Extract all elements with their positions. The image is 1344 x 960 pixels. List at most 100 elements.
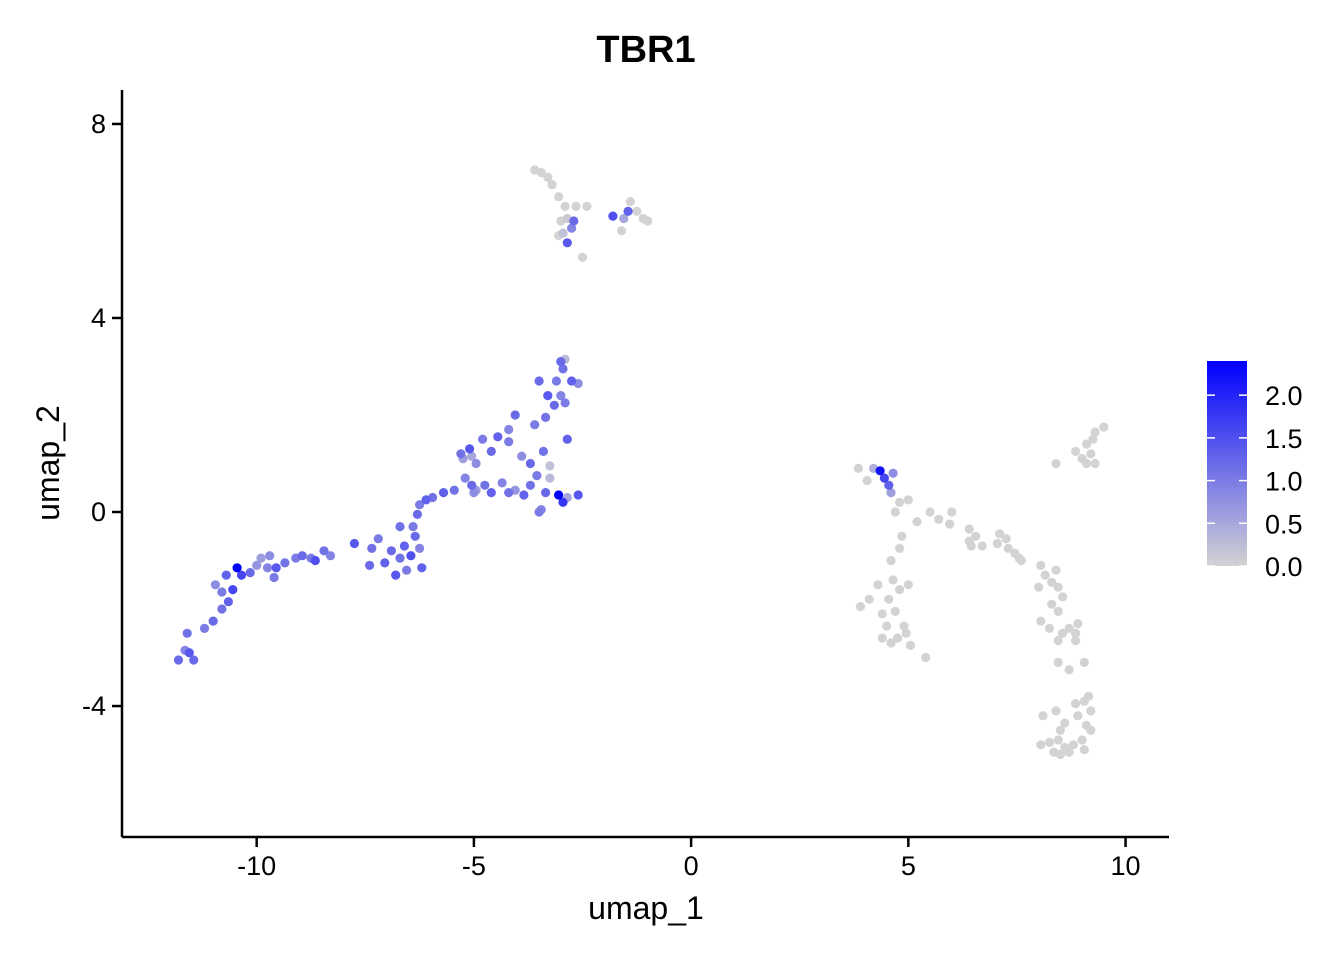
scatter-point — [1053, 657, 1063, 668]
scatter-point — [1079, 657, 1089, 668]
scatter-point — [269, 572, 279, 583]
x-tick-label: -10 — [237, 851, 276, 881]
scatter-point — [543, 172, 553, 182]
scatter-point — [1036, 616, 1046, 626]
scatter-point — [1099, 422, 1109, 432]
scatter-point — [567, 223, 577, 233]
y-tick-label: 0 — [91, 497, 106, 527]
legend-tick-label: 1.5 — [1265, 424, 1303, 454]
scatter-point — [556, 391, 566, 401]
x-axis-ticks: -10 -5 0 5 10 — [237, 837, 1141, 881]
scatter-point — [1077, 735, 1087, 745]
scatter-point — [549, 400, 559, 410]
scatter-point — [903, 580, 913, 590]
scatter-point — [1003, 543, 1013, 554]
scatter-point — [1086, 449, 1096, 459]
scatter-point — [1071, 446, 1081, 456]
scatter-point — [964, 524, 974, 534]
x-tick-label: 10 — [1111, 851, 1141, 881]
scatter-point — [1053, 635, 1063, 646]
scatter-point — [408, 522, 418, 532]
scatter-point — [912, 517, 922, 527]
legend-tick-label: 0.0 — [1265, 552, 1303, 582]
scatter-point — [971, 531, 981, 541]
scatter-point — [402, 565, 412, 575]
scatter-point — [569, 216, 579, 226]
scatter-point — [977, 541, 987, 551]
scatter-point — [245, 568, 255, 578]
scatter-point — [1044, 623, 1055, 634]
scatter-point — [1079, 696, 1089, 706]
scatter-point — [182, 628, 192, 638]
scatter-point — [373, 534, 383, 544]
scatter-point — [1073, 619, 1083, 629]
scatter-point — [625, 197, 635, 207]
scatter-point — [567, 376, 577, 386]
scatter-point — [1047, 577, 1057, 587]
scatter-point — [189, 655, 199, 665]
scatter-point — [319, 546, 329, 556]
scatter-point — [558, 228, 568, 238]
scatter-point — [530, 420, 540, 430]
scatter-point — [1047, 599, 1057, 609]
scatter-point — [1060, 718, 1070, 728]
scatter-point — [232, 563, 242, 573]
scatter-point — [623, 206, 633, 216]
scatter-point — [449, 485, 459, 495]
scatter-point — [1055, 725, 1065, 735]
scatter-point — [325, 551, 336, 561]
scatter-point — [1051, 565, 1061, 575]
scatter-point — [410, 531, 420, 541]
scatter-point — [945, 519, 955, 529]
scatter-point — [173, 655, 184, 665]
scatter-point — [525, 458, 536, 469]
scatter-point — [532, 471, 542, 481]
scatter-point — [184, 648, 194, 658]
scatter-point — [895, 585, 905, 595]
scatter-point — [417, 563, 427, 573]
scatter-point — [367, 543, 377, 554]
scatter-point — [853, 463, 864, 473]
scatter-point — [882, 621, 892, 631]
scatter-point — [395, 553, 405, 563]
scatter-point — [562, 238, 572, 248]
scatter-point — [632, 206, 642, 216]
scatter-point — [504, 424, 514, 435]
scatter-point — [886, 555, 896, 566]
scatter-point — [551, 376, 562, 386]
scatter-point — [864, 594, 874, 604]
scatter-point — [1051, 706, 1061, 716]
scatter-point — [556, 357, 566, 367]
legend-colorbar — [1207, 361, 1247, 566]
scatter-point — [1049, 747, 1059, 757]
scatter-point — [897, 531, 907, 541]
scatter-point — [886, 488, 896, 498]
scatter-point — [1058, 592, 1068, 602]
scatter-point — [486, 446, 496, 456]
scatter-point — [966, 541, 976, 551]
scatter-point — [510, 410, 520, 420]
scatter-point — [577, 252, 588, 262]
scatter-point — [467, 480, 477, 490]
scatter-point — [619, 213, 629, 224]
scatter-point — [571, 201, 581, 211]
scatter-point — [297, 551, 307, 561]
scatter-point — [895, 497, 905, 507]
scatter-point — [460, 473, 470, 483]
scatter-point — [395, 522, 405, 532]
scatter-point — [558, 497, 568, 507]
chart-title: TBR1 — [596, 29, 695, 71]
scatter-point — [497, 478, 507, 488]
scatter-point — [582, 201, 592, 211]
scatter-point — [493, 432, 503, 442]
legend-tick-label: 2.0 — [1265, 381, 1303, 411]
scatter-point — [1064, 747, 1074, 757]
scatter-point — [538, 446, 549, 456]
scatter-point — [903, 495, 913, 505]
scatter-point — [1044, 737, 1055, 748]
scatter-point — [875, 466, 885, 476]
scatter-point — [547, 180, 557, 190]
y-axis-ticks: -4 0 4 8 — [82, 109, 122, 721]
scatter-point — [901, 628, 911, 638]
